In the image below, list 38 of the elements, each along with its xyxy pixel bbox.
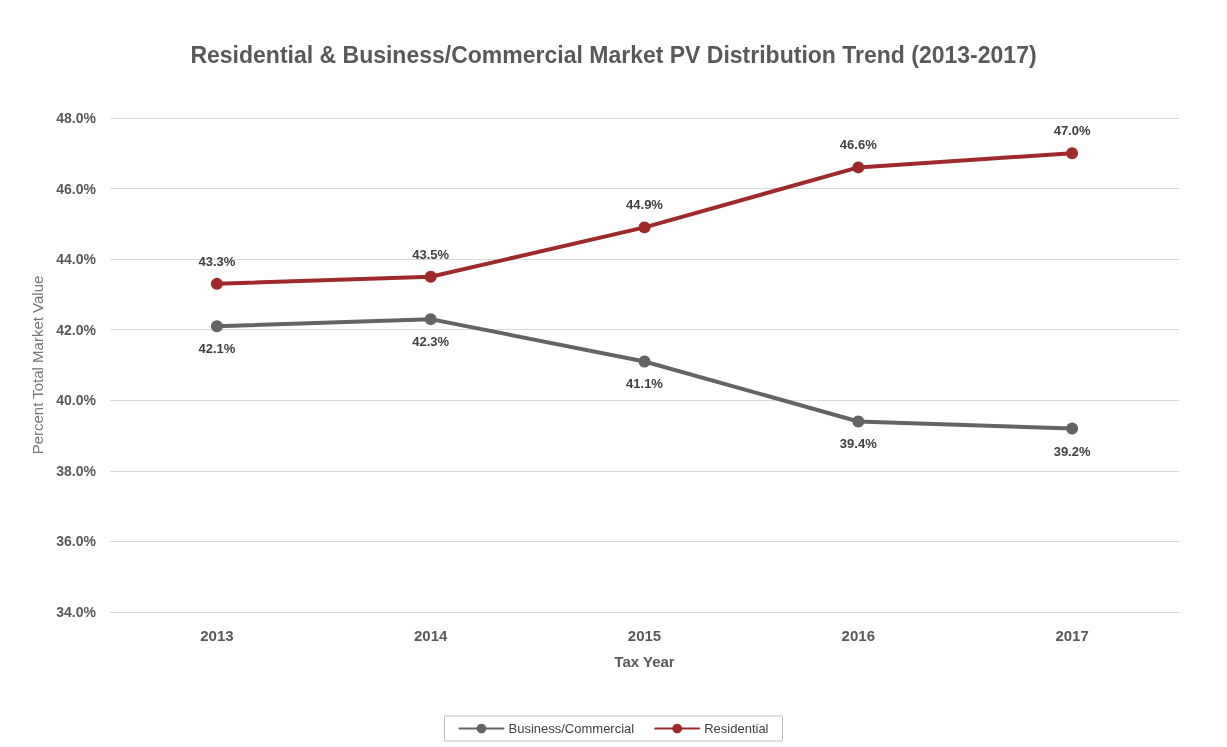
y-tick-label: 34.0% — [56, 604, 97, 620]
y-tick-label: 46.0% — [56, 180, 97, 197]
x-tick-label: 2013 — [200, 627, 234, 644]
point — [210, 277, 223, 290]
y-tick-label: 42.0% — [56, 321, 97, 338]
x-tick-label: 2014 — [414, 627, 449, 644]
point — [210, 320, 223, 333]
x-tick-label: 2017 — [1055, 627, 1089, 644]
data-label: 39.4% — [839, 436, 878, 452]
point — [852, 161, 865, 174]
data-label: 41.1% — [626, 376, 664, 392]
point — [638, 221, 651, 234]
point — [1066, 147, 1079, 160]
data-label: 43.3% — [198, 253, 236, 269]
y-tick-label: 40.0% — [56, 392, 97, 409]
data-label: 39.2% — [1053, 443, 1091, 459]
data-label: 42.3% — [412, 334, 450, 350]
legend-label: Residential — [704, 721, 769, 736]
point — [638, 355, 651, 368]
y-tick-label: 36.0% — [56, 533, 97, 550]
data-label: 44.9% — [626, 197, 664, 213]
point — [1066, 422, 1079, 435]
x-tick-label: 2015 — [627, 627, 662, 644]
data-label: 47.0% — [1053, 123, 1091, 139]
chart-title: Residential & Business/Commercial Market PV Distribution Trend (2013-2017) — [190, 41, 1037, 68]
data-label: 42.1% — [198, 341, 236, 357]
legend-label: Business/Commercial — [508, 721, 635, 736]
point — [424, 270, 437, 283]
x-axis-title: Tax Year — [614, 653, 675, 670]
point — [852, 415, 865, 428]
y-axis-title: Percent Total Market Value — [29, 275, 47, 455]
data-label: 43.5% — [412, 246, 450, 262]
y-tick-label: 38.0% — [56, 462, 97, 479]
point — [424, 313, 437, 326]
y-tick-label: 44.0% — [56, 251, 97, 268]
y-tick-label: 48.0% — [56, 110, 97, 126]
data-label: 46.6% — [839, 137, 878, 153]
x-tick-label: 2016 — [841, 627, 875, 644]
